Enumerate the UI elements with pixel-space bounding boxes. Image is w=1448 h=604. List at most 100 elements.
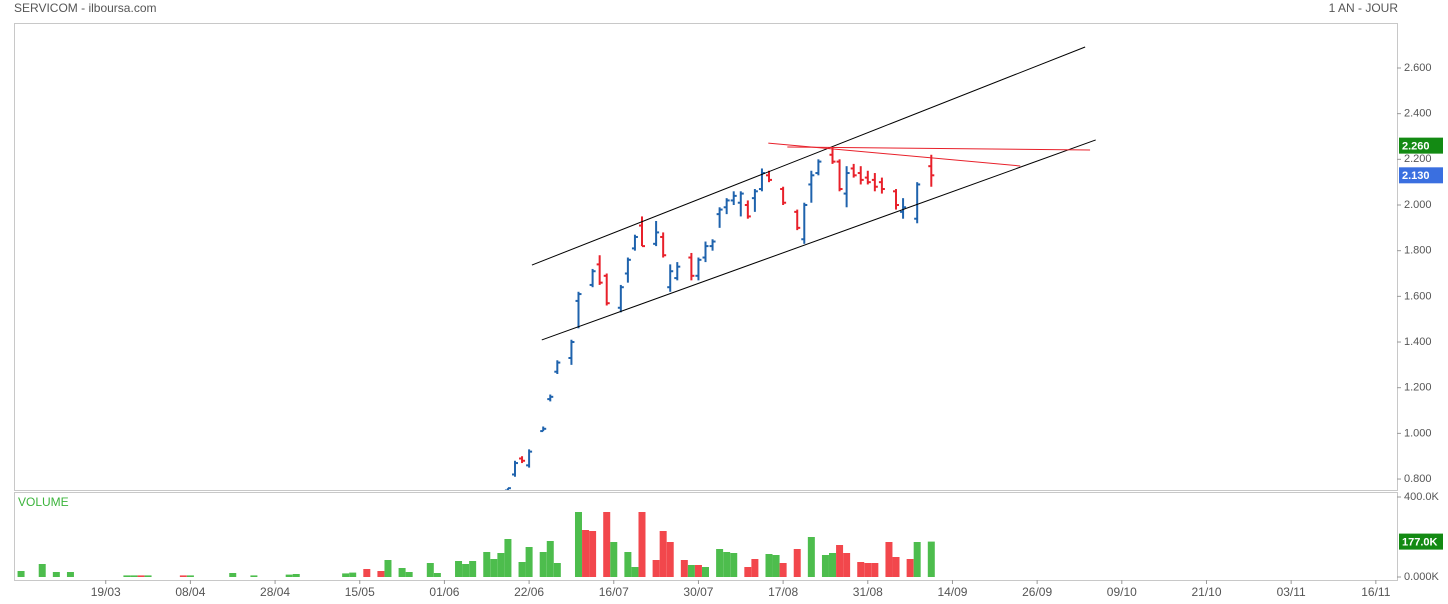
volume-bar [574, 512, 582, 577]
volume-bar [462, 564, 470, 577]
volume-bar [38, 564, 46, 577]
y-tick-label: 1.600 [1404, 290, 1432, 302]
y-tick-label: 1.000 [1404, 427, 1432, 439]
value-badge [1399, 167, 1443, 184]
volume-bar [927, 541, 935, 577]
value-badge-label: 2.130 [1402, 170, 1430, 182]
volume-bar [525, 547, 533, 577]
x-tick-label: 09/10 [1107, 585, 1137, 599]
chart-title: SERVICOM - ilboursa.com [14, 1, 156, 15]
volume-bar [342, 573, 350, 577]
x-tick-label: 03/11 [1277, 585, 1306, 599]
volume-bar [624, 552, 632, 577]
x-tick-label: 22/06 [514, 585, 544, 599]
volume-bar [892, 557, 900, 577]
value-badge-label: 2.260 [1402, 141, 1430, 153]
volume-bar [843, 553, 851, 577]
value-badge [1399, 533, 1443, 550]
price-plot [504, 46, 1096, 490]
x-tick-label: 31/08 [853, 585, 883, 599]
volume-bar [631, 567, 639, 577]
volume-bar [716, 549, 724, 577]
x-tick-label: 28/04 [260, 585, 290, 599]
volume-bar [864, 563, 872, 577]
y-tick-label: 0.000K [1404, 571, 1440, 583]
volume-bar [292, 574, 300, 577]
volume-bar [384, 560, 392, 577]
volume-bar [349, 572, 357, 577]
volume-bar [504, 539, 512, 577]
volume-bar [363, 569, 371, 577]
volume-bar [765, 554, 773, 577]
volume-bar [603, 512, 611, 577]
period-label: 1 AN - JOUR [1329, 1, 1399, 15]
volume-bar [539, 552, 547, 577]
volume-bar [455, 561, 463, 577]
y-tick-label: 2.400 [1404, 108, 1432, 120]
y-tick-label: 2.200 [1404, 153, 1432, 165]
x-tick-label: 15/05 [345, 585, 375, 599]
volume-title: VOLUME [18, 495, 69, 509]
volume-bar [582, 530, 590, 577]
volume-bar [186, 575, 194, 577]
volume-bar [913, 542, 921, 577]
volume-bar [405, 572, 413, 577]
volume-bar [469, 561, 477, 577]
volume-bar [250, 575, 258, 577]
volume-bar [377, 571, 385, 577]
volume-bar [779, 563, 787, 577]
y-tick-label: 2.000 [1404, 199, 1432, 211]
volume-bar [546, 541, 554, 577]
volume-bar [553, 563, 561, 577]
volume-bar [652, 560, 660, 577]
volume-bar [807, 537, 815, 577]
volume-bar [589, 531, 597, 577]
volume-bar [179, 575, 187, 577]
volume-bar [17, 571, 25, 577]
volume-bar [483, 552, 491, 577]
x-tick-label: 30/07 [683, 585, 713, 599]
value-badge-label: 177.0K [1402, 537, 1438, 549]
volume-bar [694, 565, 702, 577]
volume-bar [829, 553, 837, 577]
volume-bar [398, 568, 406, 577]
price-panel [14, 23, 1398, 491]
x-tick-label: 21/10 [1191, 585, 1221, 599]
y-tick-label: 2.600 [1404, 62, 1432, 74]
volume-bar [821, 555, 829, 577]
volume-bar [123, 575, 131, 577]
volume-bar [144, 575, 152, 577]
volume-bar [229, 573, 237, 577]
volume-bar [702, 567, 709, 577]
volume-bar [885, 542, 893, 577]
volume-bar [66, 572, 74, 577]
volume-bar [744, 567, 752, 577]
trendline [787, 146, 1091, 151]
volume-bar [659, 531, 667, 577]
x-tick-label: 26/09 [1022, 585, 1052, 599]
volume-bar [638, 512, 646, 577]
volume-bar [433, 573, 441, 577]
volume-bar [490, 559, 498, 577]
volume-bar [906, 559, 914, 577]
volume-bar [723, 552, 731, 577]
y-tick-label: 1.400 [1404, 336, 1432, 348]
volume-bar [285, 574, 293, 577]
y-tick-label: 0.800 [1404, 473, 1432, 485]
volume-bar [52, 572, 60, 577]
x-tick-label: 16/11 [1361, 585, 1390, 599]
volume-bar [137, 575, 145, 577]
volume-bar [793, 549, 801, 577]
volume-panel [14, 492, 1398, 581]
volume-bar [871, 563, 879, 577]
volume-bar [130, 575, 138, 577]
volume-bar [730, 553, 738, 577]
x-tick-label: 14/09 [937, 585, 967, 599]
volume-bar [680, 560, 688, 577]
volume-bar [610, 542, 618, 577]
trendline [768, 142, 1021, 167]
volume-bar [518, 562, 526, 577]
volume-bar [687, 565, 695, 577]
